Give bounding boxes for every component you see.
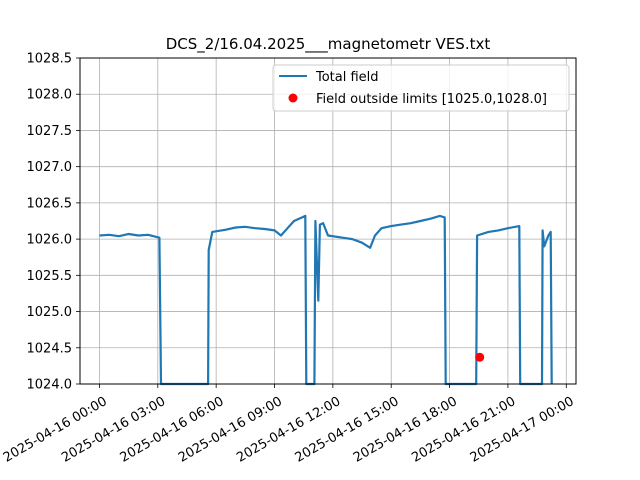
legend-marker-swatch [288,93,298,103]
series-layer [99,214,553,386]
outside-limits-point [475,352,485,362]
series-line-total-field [99,214,553,386]
legend: Total field Field outside limits [1025.0… [272,64,570,112]
y-tick-label: 1027.5 [27,124,73,139]
y-tick-label: 1025.0 [27,305,73,320]
y-tick-label: 1028.5 [27,52,73,67]
y-tick-label: 1024.0 [27,378,73,393]
y-tick-label: 1028.0 [27,88,73,103]
y-tick-label: 1026.5 [27,196,73,211]
plot-frame [79,57,577,385]
legend-label-outside-limits: Field outside limits [1025.0,1028.0] [316,92,547,107]
y-tick-label: 1025.5 [27,269,73,284]
y-tick-label: 1024.5 [27,341,73,356]
chart-title: DCS_2/16.04.2025___magnetometr VES.txt [166,35,491,54]
y-tick-label: 1027.0 [27,160,73,175]
y-tick-label: 1026.0 [27,233,73,248]
legend-label-total-field: Total field [315,70,379,85]
legend-frame [272,64,570,112]
